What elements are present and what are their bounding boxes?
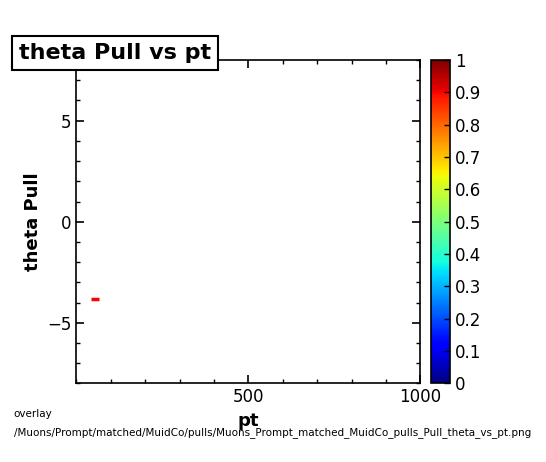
Y-axis label: theta Pull: theta Pull	[23, 172, 41, 271]
Text: theta Pull vs pt: theta Pull vs pt	[19, 43, 211, 63]
X-axis label: pt: pt	[238, 412, 259, 430]
Text: overlay: overlay	[14, 409, 52, 419]
Text: /Muons/Prompt/matched/MuidCo/pulls/Muons_Prompt_matched_MuidCo_pulls_Pull_theta_: /Muons/Prompt/matched/MuidCo/pulls/Muons…	[14, 427, 531, 438]
